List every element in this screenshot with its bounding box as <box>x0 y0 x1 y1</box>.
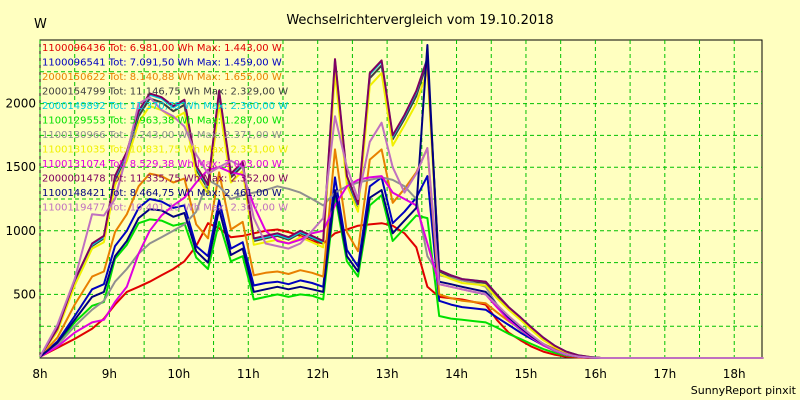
y-tick-label: 2000 <box>5 97 36 111</box>
legend: 1100096436 Tot: 6.981,00 Wh Max: 1.443,0… <box>42 43 288 214</box>
x-tick-label: 12h <box>306 367 329 381</box>
legend-entry: 2000154799 Tot: 11.146,75 Wh Max: 2.329,… <box>42 87 288 98</box>
credit-label: SunnyReport pinxit <box>691 384 797 397</box>
legend-entry: 1100148421 Tot: 8.464,75 Wh Max: 2.461,0… <box>42 188 282 199</box>
legend-entry: 2000149892 Tot: 11.370,75 Wh Max: 2.360,… <box>42 101 288 112</box>
x-tick-label: 18h <box>723 367 746 381</box>
x-tick-label: 9h <box>102 367 117 381</box>
x-tick-label: 10h <box>167 367 190 381</box>
x-axis-ticks: 8h 9h 10h 11h 12h 13h 14h 15h 16h 17h 18h <box>32 367 745 381</box>
x-tick-label: 17h <box>653 367 676 381</box>
y-axis-ticks: 500 1000 1500 2000 <box>5 97 36 302</box>
legend-entry: 1100129553 Tot: 5.963,38 Wh Max: 1.287,0… <box>42 116 282 127</box>
legend-entry: 2000001478 Tot: 11.335,75 Wh Max: 2.352,… <box>42 174 288 185</box>
series-line-12 <box>39 96 764 359</box>
x-tick-label: 15h <box>515 367 538 381</box>
y-axis-unit: W <box>34 17 47 32</box>
x-tick-label: 13h <box>376 367 399 381</box>
y-tick-label: 1000 <box>5 224 36 238</box>
legend-entry: 1100131074 Tot: 8.529,38 Wh Max: 2.003,0… <box>42 159 282 170</box>
x-tick-label: 14h <box>445 367 468 381</box>
x-tick-label: 11h <box>237 367 260 381</box>
series-lines <box>39 44 764 359</box>
legend-entry: 1100130966 Tot: 8.243,00 Wh Max: 2.371,0… <box>42 130 282 141</box>
x-tick-label: 16h <box>584 367 607 381</box>
x-tick-label: 8h <box>32 367 47 381</box>
chart-title: Wechselrichtervergleich vom 19.10.2018 <box>286 13 553 28</box>
legend-entry: 1100096541 Tot: 7.091,50 Wh Max: 1.459,0… <box>42 58 282 69</box>
y-tick-label: 500 <box>13 287 36 301</box>
legend-entry: 1100096436 Tot: 6.981,00 Wh Max: 1.443,0… <box>42 43 282 54</box>
legend-entry: 1100119477 Tot: 10.401,13 Wh Max: 2.307,… <box>42 203 288 214</box>
y-tick-label: 1500 <box>5 160 36 174</box>
legend-entry: 2000150622 Tot: 8.140,88 Wh Max: 1.655,0… <box>42 72 282 83</box>
legend-entry: 1100131035 Tot: 10.831,75 Wh Max: 2.351,… <box>42 145 288 156</box>
